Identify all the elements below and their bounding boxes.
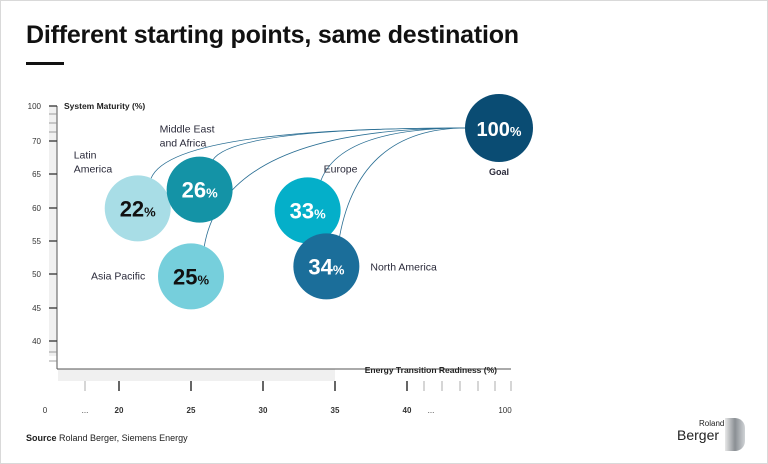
logo-mark-icon xyxy=(725,418,745,451)
bubble xyxy=(166,156,233,223)
x-tick-label: 20 xyxy=(115,406,124,415)
percent-unit: % xyxy=(314,206,326,221)
y-axis-band xyxy=(49,106,57,356)
connector-line xyxy=(339,127,467,237)
percent-unit: % xyxy=(333,262,345,277)
percent-unit: % xyxy=(197,272,209,287)
bubble xyxy=(465,94,533,162)
bubble-label: Goal xyxy=(489,167,509,177)
connector-line xyxy=(203,127,467,247)
bubble-label: and Africa xyxy=(160,138,207,150)
roland-berger-logo: Roland Berger xyxy=(677,418,747,453)
y-tick-label: 40 xyxy=(32,337,41,346)
bubble xyxy=(293,233,360,300)
y-tick-label: 60 xyxy=(32,204,41,213)
y-tick-label: 45 xyxy=(32,304,41,313)
connector-line xyxy=(212,127,467,161)
x-tick-label: ... xyxy=(428,406,435,415)
y-tick-label: 50 xyxy=(32,270,41,279)
percent-unit: % xyxy=(510,124,522,139)
percent-unit: % xyxy=(144,204,156,219)
bubble-label: Middle East xyxy=(160,124,215,136)
percent-unit: % xyxy=(206,186,218,201)
y-axis-label: System Maturity (%) xyxy=(64,101,145,111)
x-axis-label: Energy Transition Readiness (%) xyxy=(365,365,497,375)
y-tick-label: 70 xyxy=(32,137,41,146)
source-note: Source Roland Berger, Siemens Energy xyxy=(26,433,188,443)
y-tick-label: 100 xyxy=(28,102,42,111)
x-tick-label: 100 xyxy=(498,406,512,415)
bubble xyxy=(104,175,171,242)
x-tick-label: ... xyxy=(82,406,89,415)
bubble-value: 100% xyxy=(477,119,522,141)
source-text: Roland Berger, Siemens Energy xyxy=(59,433,188,443)
x-tick-label: 40 xyxy=(403,406,412,415)
x-tick-label: 35 xyxy=(331,406,340,415)
bubble xyxy=(274,177,341,244)
logo-bottom-text: Berger xyxy=(677,427,720,443)
x-tick-label: 0 xyxy=(43,406,48,415)
x-axis-band xyxy=(58,369,335,381)
logo-top-text: Roland xyxy=(699,419,725,428)
bubble-value: 34% xyxy=(308,254,344,279)
bubble-label: Europe xyxy=(324,163,358,175)
bubble-label: North America xyxy=(370,261,437,273)
bubble-label: Latin xyxy=(74,149,97,161)
bubble-label: America xyxy=(74,163,113,175)
y-tick-label: 55 xyxy=(32,237,41,246)
connector-line xyxy=(320,127,467,181)
bubble xyxy=(158,243,224,310)
source-label: Source xyxy=(26,433,57,443)
x-tick-label: 25 xyxy=(187,406,196,415)
title-underline xyxy=(26,62,64,65)
x-tick-label: 30 xyxy=(259,406,268,415)
bubble-label: Asia Pacific xyxy=(91,270,145,282)
chart-title: Different starting points, same destinat… xyxy=(26,21,519,49)
y-tick-label: 65 xyxy=(32,170,41,179)
